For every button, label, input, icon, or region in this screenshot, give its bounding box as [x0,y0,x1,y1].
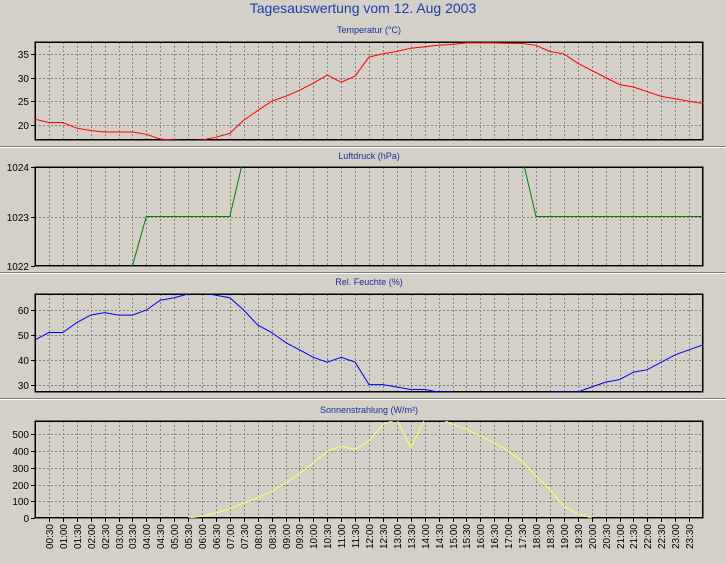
x-tick-label: 23:00 [671,524,682,549]
series-line [35,42,703,140]
y-tick-label: 1024 [7,163,30,174]
x-tick-label: 06:00 [198,524,209,549]
plot-border [35,294,703,392]
x-tick-label: 19:30 [574,524,585,549]
x-tick-label: 05:30 [184,524,195,549]
x-tick-label: 11:30 [351,524,362,549]
x-tick-label: 21:00 [616,524,627,549]
x-tick-label: 13:30 [407,524,418,549]
x-tick-label: 04:00 [142,524,153,549]
x-tick-label: 23:30 [685,524,696,549]
x-tick-label: 10:00 [309,524,320,549]
x-tick-label: 22:00 [643,524,654,549]
x-tick-label: 11:00 [337,524,348,549]
x-tick-label: 12:30 [379,524,390,549]
x-tick-label: 15:30 [462,524,473,549]
x-tick-label: 02:30 [101,524,112,549]
x-tick-label: 05:00 [170,524,181,549]
y-tick-label: 200 [12,481,29,492]
x-tick-label: 03:00 [115,524,126,549]
x-tick-label: 06:30 [212,524,223,549]
series-line [35,294,703,392]
plot-border [35,421,703,518]
y-tick-label: 0 [23,514,29,525]
y-tick-label: 100 [12,497,29,508]
chart-panel: 30 40 50 60 Rel. Feuchte (%) [0,277,726,400]
y-tick-label: 1022 [7,262,30,273]
y-tick-label: 300 [12,464,29,475]
x-tick-label: 03:30 [128,524,139,549]
x-tick-label: 14:30 [435,524,446,549]
y-tick-label: 40 [18,356,30,367]
x-tick-label: 07:00 [226,524,237,549]
y-tick-label: 60 [18,306,30,317]
x-tick-label: 00:30 [45,524,56,549]
y-tick-label: 50 [18,331,30,342]
x-tick-label: 18:00 [532,524,543,549]
x-tick-label: 14:00 [421,524,432,549]
x-tick-label: 12:00 [365,524,376,549]
x-tick-label: 22:30 [657,524,668,549]
y-tick-label: 30 [18,381,30,392]
x-tick-label: 09:00 [282,524,293,549]
x-tick-label: 20:30 [602,524,613,549]
chart-panel: 20 25 30 35 Temperatur (°C) [0,25,726,148]
x-tick-label: 04:30 [156,524,167,549]
y-tick-label: 1023 [7,213,30,224]
x-tick-label: 10:30 [323,524,334,549]
x-tick-label: 01:00 [59,524,70,549]
x-tick-label: 17:00 [504,524,515,549]
x-tick-label: 15:00 [449,524,460,549]
chart-panel: 0 100 200 300 400 500 Sonnenstrahlung (W/m²) [12,405,704,525]
x-tick-label: 18:30 [546,524,557,549]
y-tick-label: 35 [18,50,30,61]
x-tick-label: 08:00 [254,524,265,549]
x-tick-label: 16:30 [490,524,501,549]
panel-title: Sonnenstrahlung (W/m²) [320,405,418,415]
y-tick-label: 30 [18,74,30,85]
x-tick-label: 17:30 [518,524,529,549]
y-tick-label: 25 [18,97,30,108]
x-tick-label: 08:30 [268,524,279,549]
panel-title: Luftdruck (hPa) [338,151,400,161]
series-line [188,421,592,518]
y-tick-label: 500 [12,430,29,441]
panel-title: Rel. Feuchte (%) [335,277,403,287]
y-tick-label: 20 [18,121,30,132]
x-axis: 00:30 01:00 01:30 02:00 02:30 03:00 03:30 04:00… [45,518,696,549]
chart-panel: 1022 1023 1024 Luftdruck (hPa) [0,151,726,274]
page-title: Tagesauswertung vom 12. Aug 2003 [249,0,477,16]
x-tick-label: 13:00 [393,524,404,549]
x-tick-label: 20:00 [588,524,599,549]
series-line [130,167,703,266]
x-tick-label: 02:00 [87,524,98,549]
plot-border [35,42,703,140]
x-tick-label: 19:00 [560,524,571,549]
panel-title: Temperatur (°C) [337,25,401,35]
x-tick-label: 01:30 [73,524,84,549]
y-tick-label: 400 [12,447,29,458]
x-tick-label: 07:30 [240,524,251,549]
x-tick-label: 16:00 [476,524,487,549]
x-tick-label: 09:30 [295,524,306,549]
x-tick-label: 21:30 [629,524,640,549]
